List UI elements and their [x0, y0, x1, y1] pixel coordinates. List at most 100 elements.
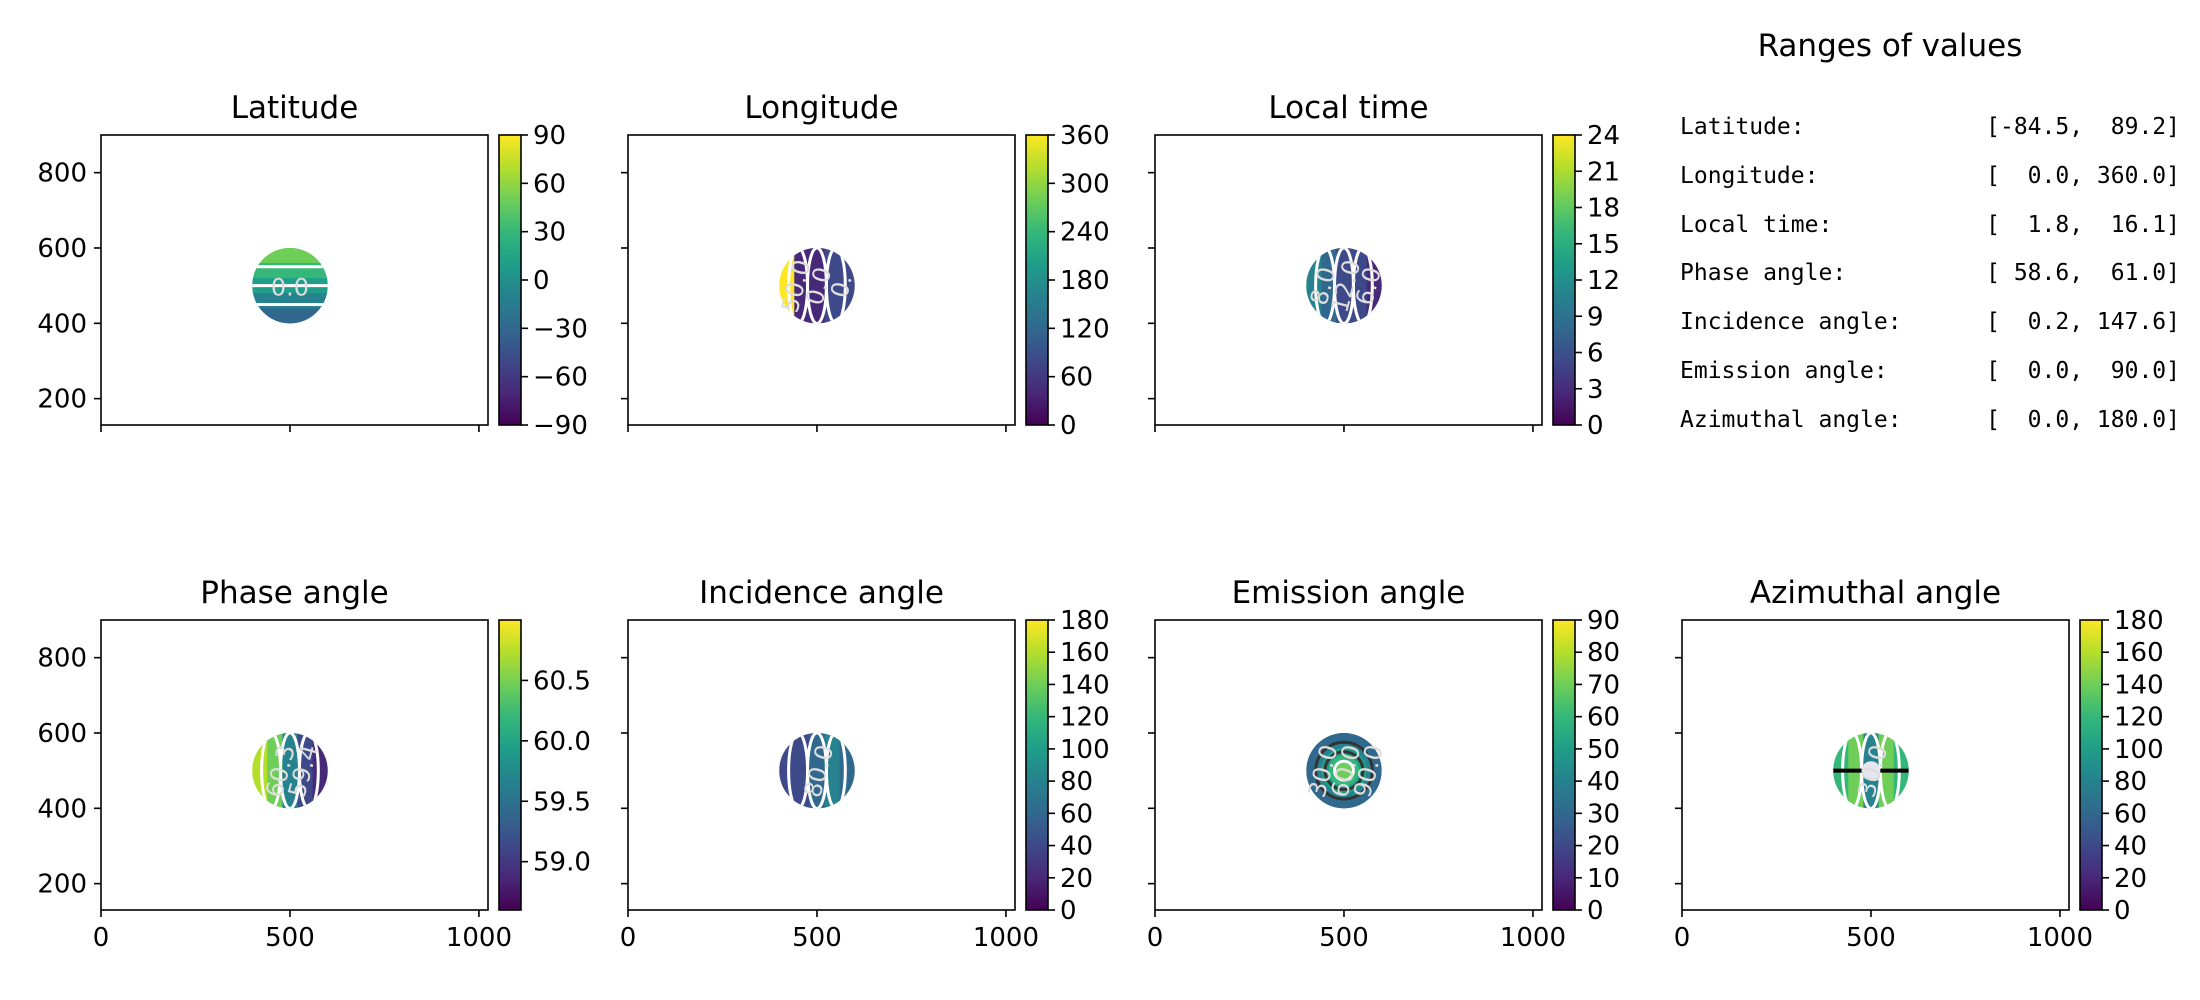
x-tick-label: 500 [1846, 923, 1896, 953]
colorbar-tick-label: 15 [1587, 230, 1620, 260]
colorbar-tick-label: 30 [533, 218, 566, 248]
colorbar-tick-label: 60 [1060, 363, 1093, 393]
x-tick-label: 500 [265, 923, 315, 953]
colorbar-tick-label: 0 [533, 266, 550, 296]
colorbar [2079, 619, 2103, 911]
colorbar-tick-label: 40 [2114, 832, 2147, 862]
colorbar-tick-label: 140 [2114, 670, 2164, 700]
planet-disk [779, 732, 855, 809]
colorbar-tick-label: 60 [1587, 703, 1620, 733]
ranges-row: Longitude: [ 0.0, 360.0] [1680, 163, 2180, 193]
colorbar-tick-label: 3 [1587, 375, 1604, 405]
x-tick-label: 0 [93, 923, 110, 953]
colorbar-tick-label: 0 [1587, 411, 1604, 441]
colorbar-tick-label: 20 [1060, 864, 1093, 894]
disk-band [282, 732, 299, 809]
colorbar-tick-label: 0 [1060, 411, 1077, 441]
colorbar-tick-label: 40 [1587, 767, 1620, 797]
colorbar-tick-label: 100 [2114, 735, 2164, 765]
x-tick-label: 0 [1147, 923, 1164, 953]
contour-line [297, 732, 320, 809]
colorbar-tick-label: 30 [1587, 799, 1620, 829]
x-tick-label: 500 [792, 923, 842, 953]
x-tick-label: 0 [620, 923, 637, 953]
colorbar-tick-label: 20 [2114, 864, 2147, 894]
planet-disk [1306, 732, 1382, 809]
colorbar-tick-label: 160 [1060, 638, 1110, 668]
colorbar [1025, 134, 1049, 426]
colorbar-tick-label: 140 [1060, 670, 1110, 700]
colorbar-tick-label: 180 [1060, 606, 1110, 636]
colorbar-tick-label: 24 [1587, 121, 1620, 151]
contour-line [1314, 740, 1374, 801]
colorbar-tick-label: 40 [1060, 832, 1093, 862]
y-tick-label: 800 [37, 644, 87, 674]
colorbar-tick-label: 6 [1587, 339, 1604, 369]
ranges-row: Local time: [ 1.8, 16.1] [1680, 212, 2180, 242]
subplot-latitude: Latitude 0.0 200 400 600 800 −90 −60 −30 0 30 60 90 [37, 90, 588, 441]
contour-line [1333, 759, 1355, 782]
axes-frame [627, 134, 1016, 426]
contour-line [824, 247, 847, 324]
disk-band [1336, 763, 1352, 779]
subplot-title: Phase angle [200, 575, 388, 611]
ranges-row-label: Emission angle: [1680, 358, 1888, 384]
ranges-row-value: [-84.5, 89.2] [1986, 114, 2180, 140]
ranges-row: Incidence angle: [ 0.2, 147.6] [1680, 309, 2180, 339]
disk-band [252, 247, 328, 264]
x-tick-label: 0 [1674, 923, 1691, 953]
colorbar-tick-label: 60 [1060, 799, 1093, 829]
ranges-title: Ranges of values [1757, 28, 2023, 64]
colorbar-tick-label: 0 [1587, 896, 1604, 926]
contour-label: 0.0 [271, 274, 309, 302]
colorbar [1025, 619, 1049, 911]
axes-frame [100, 619, 489, 911]
colorbar-tick-label: −30 [533, 314, 588, 344]
disk-band [809, 247, 826, 324]
ranges-row-value: [ 0.0, 90.0] [1986, 358, 2180, 384]
colorbar-tick-label: 80 [1587, 638, 1620, 668]
colorbar [498, 619, 522, 911]
axes-frame [100, 134, 489, 426]
colorbar [498, 134, 522, 426]
colorbar-tick-label: 120 [1060, 703, 1110, 733]
subplot-title: Azimuthal angle [1750, 575, 2001, 611]
ranges-row-label: Azimuthal angle: [1680, 406, 1902, 433]
colorbar-tick-label: −60 [533, 363, 588, 393]
colorbar-tick-label: 9 [1587, 302, 1604, 332]
axes-frame [627, 619, 1016, 911]
ranges-row-value: [ 0.0, 360.0] [1986, 162, 2180, 189]
ranges-row: Phase angle: [ 58.6, 61.0] [1680, 260, 2180, 290]
ranges-row-label: Local time: [1680, 211, 1833, 238]
ranges-row: Azimuthal angle: [ 0.0, 180.0] [1680, 407, 2180, 437]
ranges-row-value: [ 0.0, 180.0] [1986, 406, 2180, 433]
colorbar-tick-label: 240 [1060, 218, 1110, 248]
subplot-title: Latitude [231, 90, 359, 126]
colorbar-tick-label: 90 [1587, 606, 1620, 636]
colorbar-tick-label: 18 [1587, 194, 1620, 224]
colorbar-tick-label: 10 [1587, 864, 1620, 894]
y-tick-label: 600 [37, 719, 87, 749]
ranges-row: Emission angle: [ 0.0, 90.0] [1680, 358, 2180, 388]
axes-frame [1154, 134, 1543, 426]
colorbar-tick-label: 100 [1060, 735, 1110, 765]
y-tick-label: 400 [37, 309, 87, 339]
colorbar-tick-label: 0 [1060, 896, 1077, 926]
colorbar-tick-label: 60.5 [533, 666, 591, 696]
colorbar-tick-label: 59.0 [533, 848, 591, 878]
ranges-row-value: [ 0.2, 147.6] [1986, 309, 2180, 336]
colorbar-tick-label: 60.0 [533, 727, 591, 757]
subplot-title: Longitude [744, 90, 898, 126]
colorbar-tick-label: 12 [1587, 266, 1620, 296]
y-tick-label: 800 [37, 159, 87, 189]
subplot-title: Local time [1268, 90, 1428, 126]
axes-frame [1681, 619, 2070, 911]
colorbar-tick-label: 21 [1587, 157, 1620, 187]
contour-line [1861, 761, 1881, 781]
ranges-row-value: [ 1.8, 16.1] [1986, 211, 2180, 238]
